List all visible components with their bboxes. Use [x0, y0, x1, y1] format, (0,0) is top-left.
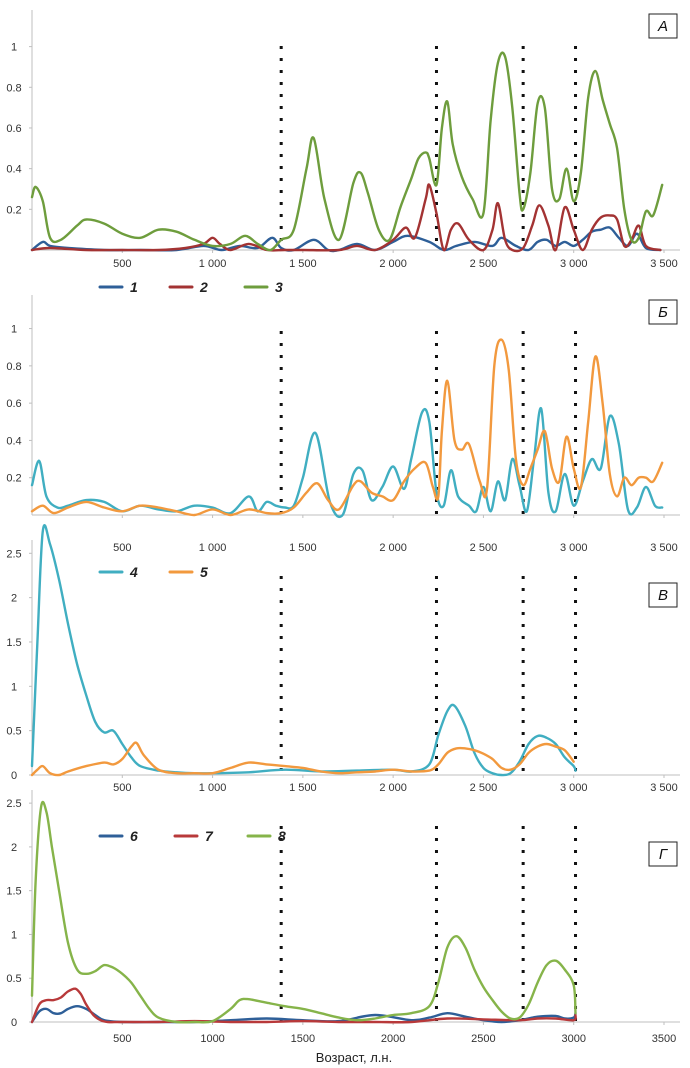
- y-tick-label: 2.5: [6, 548, 21, 560]
- x-tick-label: 2500: [471, 1033, 495, 1045]
- y-tick-label: 1: [11, 929, 17, 941]
- x-tick-label: 500: [113, 782, 131, 794]
- panel-label: А: [657, 18, 668, 35]
- panel-4: 0 0.5 1 1.5 2 2.5 500 1000 1500 2000 2500 3000 3500 Г…: [6, 790, 680, 1045]
- y-tick-label: 1: [11, 42, 17, 54]
- y-tick-label: 1: [11, 324, 17, 336]
- y-tick-label: 2.5: [6, 798, 21, 810]
- x-tick-label: 1 500: [289, 782, 317, 794]
- y-tick-label: 1: [11, 681, 17, 693]
- y-tick-label: 0.8: [6, 361, 21, 373]
- panel-label-box: [648, 299, 678, 325]
- x-tick-label: 2 500: [470, 782, 498, 794]
- series-line-4: [30, 524, 577, 777]
- y-tick-label: 0.4: [6, 435, 21, 447]
- y-tick-label: 0.5: [6, 726, 21, 738]
- legend-label-8: 8: [278, 828, 286, 844]
- panel-label: В: [658, 587, 668, 604]
- x-tick-label: 2 000: [379, 542, 407, 554]
- series-line-7: [30, 987, 577, 1024]
- panel-3: 0 0.5 1 1.5 2 2.5 500 1 000 1 500 2 000 2 500 3 000…: [6, 524, 680, 794]
- x-tick-label: 3500: [652, 1033, 676, 1045]
- panel-label-box: [648, 13, 678, 39]
- legend-label-1: 1: [130, 279, 138, 295]
- y-tick-label: 2: [11, 842, 17, 854]
- series-line-2: [30, 183, 662, 253]
- y-tick-label: 0.2: [6, 204, 21, 216]
- panel-1: 0.2 0.4 0.6 0.8 1 500 1 000 1 500 2 000 2 500 3 00…: [6, 10, 680, 295]
- x-tick-label: 2 000: [379, 782, 407, 794]
- series-line-4: [30, 407, 664, 519]
- x-tick-label: 1 500: [289, 542, 317, 554]
- x-axis-title: Возраст, л.н.: [316, 1050, 392, 1065]
- legend-label-4: 4: [129, 564, 138, 580]
- y-tick-label: 1.5: [6, 637, 21, 649]
- legend-label-6: 6: [130, 828, 138, 844]
- y-tick-label: 0: [11, 770, 17, 782]
- y-tick-label: 0.2: [6, 473, 21, 485]
- y-tick-label: 0.6: [6, 123, 21, 135]
- x-tick-label: 3000: [561, 1033, 585, 1045]
- legend-label-7: 7: [205, 828, 214, 844]
- series-line-8: [30, 800, 577, 1024]
- x-tick-label: 3 000: [560, 542, 588, 554]
- x-tick-label: 3 500: [650, 258, 678, 270]
- series-line-3: [30, 51, 664, 252]
- x-tick-label: 1 000: [199, 782, 227, 794]
- panel-label-box: [648, 582, 678, 608]
- x-tick-label: 1000: [200, 1033, 224, 1045]
- x-tick-label: 1 500: [289, 258, 317, 270]
- x-tick-label: 500: [113, 542, 131, 554]
- x-tick-label: 2 500: [470, 542, 498, 554]
- x-tick-label: 500: [113, 258, 131, 270]
- x-tick-label: 1 000: [199, 258, 227, 270]
- x-tick-label: 1500: [291, 1033, 315, 1045]
- panel-2: 0.2 0.4 0.6 0.8 1 500 1 000 1 500 2 000 2 500 3 00…: [6, 295, 680, 580]
- series-line-5: [30, 338, 664, 517]
- x-tick-label: 3 000: [560, 782, 588, 794]
- y-tick-label: 0.8: [6, 82, 21, 94]
- series-line-5: [30, 741, 575, 777]
- x-tick-label: 3 500: [650, 782, 678, 794]
- x-tick-label: 2000: [381, 1033, 405, 1045]
- y-tick-label: 0.6: [6, 398, 21, 410]
- y-tick-label: 0.4: [6, 164, 21, 176]
- x-tick-label: 2 500: [470, 258, 498, 270]
- panel-label-box: [648, 841, 678, 867]
- legend-label-3: 3: [275, 279, 283, 295]
- panel-label: Б: [658, 304, 668, 321]
- y-tick-label: 0.5: [6, 973, 21, 985]
- panel-label: Г: [659, 846, 669, 863]
- legend-label-2: 2: [199, 279, 208, 295]
- y-tick-label: 0: [11, 1017, 17, 1029]
- x-tick-label: 1 000: [199, 542, 227, 554]
- y-tick-label: 2: [11, 593, 17, 605]
- x-tick-label: 3 500: [650, 542, 678, 554]
- x-tick-label: 3 000: [560, 258, 588, 270]
- y-tick-label: 1.5: [6, 886, 21, 898]
- legend-label-5: 5: [200, 564, 208, 580]
- x-tick-label: 500: [113, 1033, 131, 1045]
- x-tick-label: 2 000: [379, 258, 407, 270]
